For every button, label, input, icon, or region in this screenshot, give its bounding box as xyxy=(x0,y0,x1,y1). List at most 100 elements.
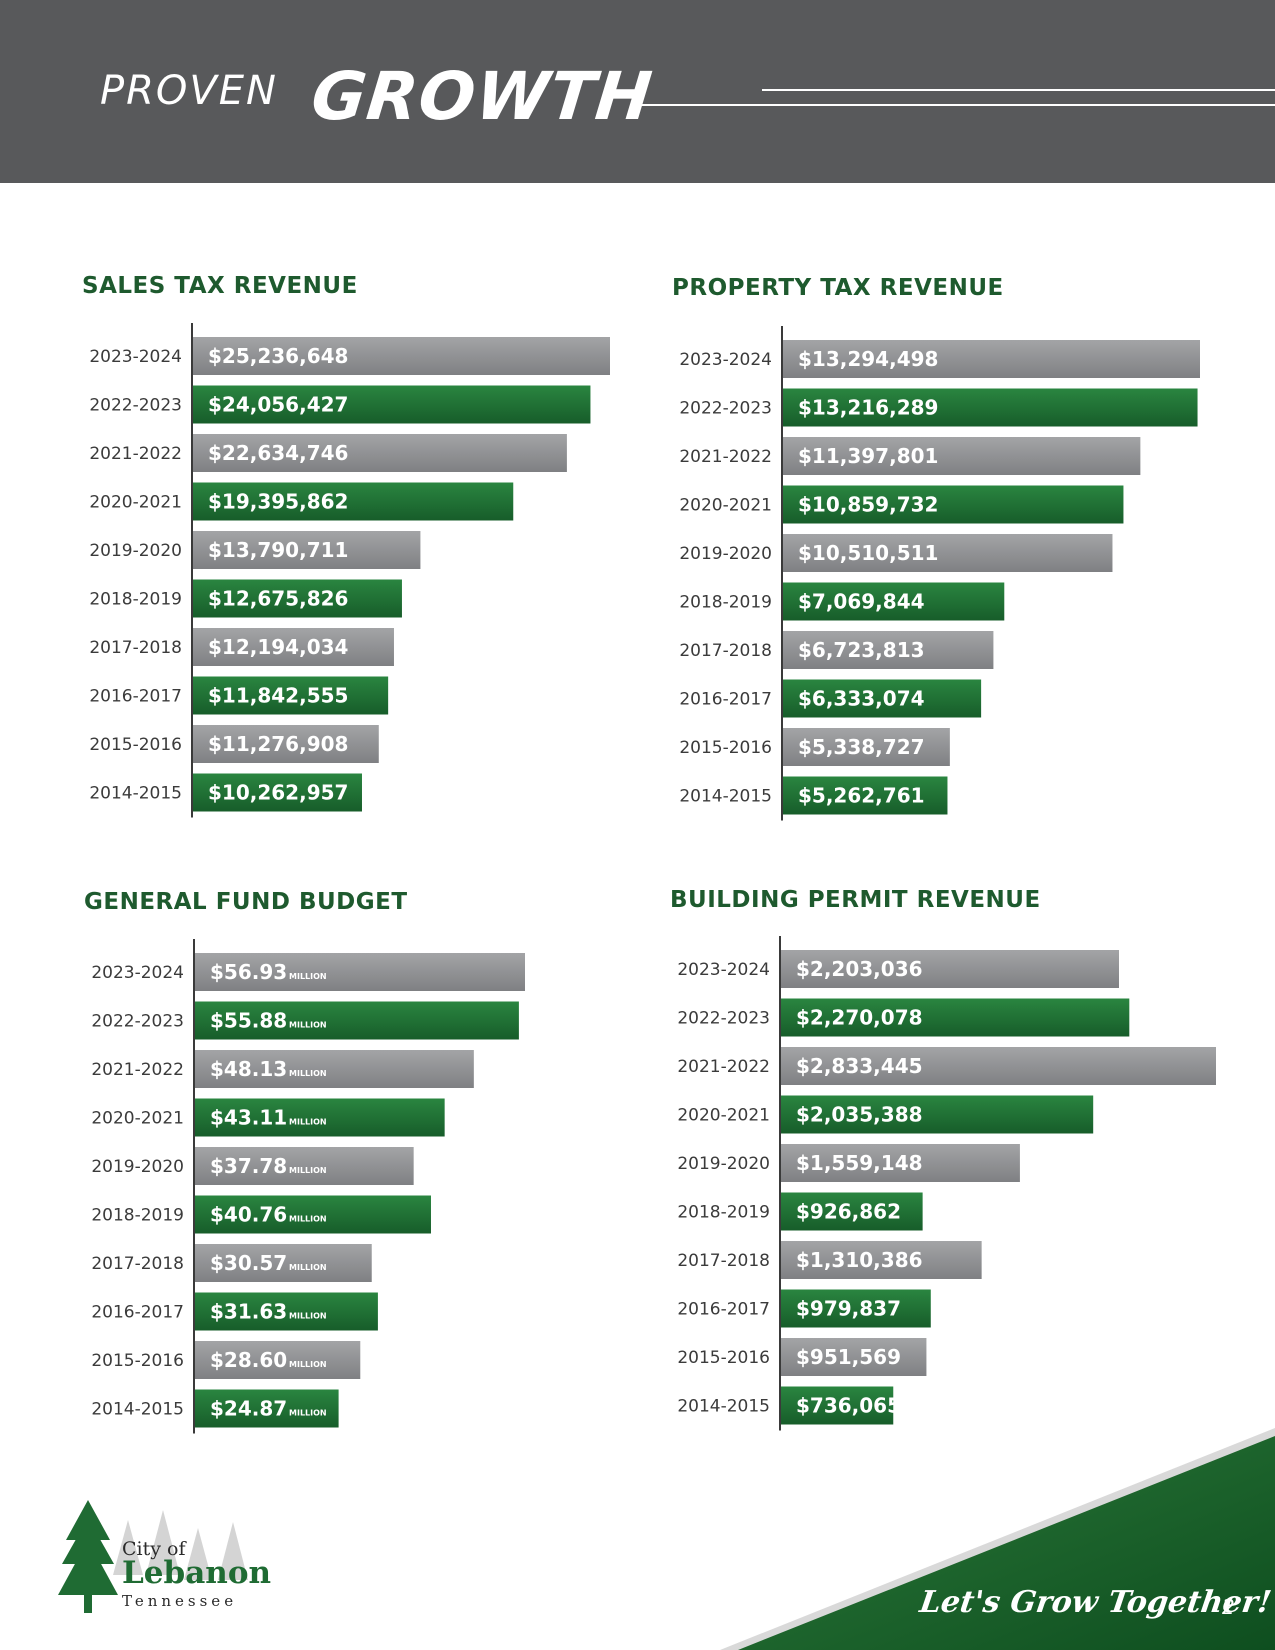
chart-title-property-tax: PROPERTY TAX REVENUE xyxy=(672,275,1004,301)
value-label: $1,559,148 xyxy=(796,1151,923,1175)
bar-general-fund-2020-2021 xyxy=(194,1098,445,1137)
bar-sales-tax-2018-2019 xyxy=(192,579,402,618)
chart-title-sales-tax: SALES TAX REVENUE xyxy=(82,273,358,299)
unit-label: MILLION xyxy=(289,1360,327,1369)
value-label: $6,333,074 xyxy=(798,687,925,711)
page-number: 2 xyxy=(1222,1595,1235,1619)
bar-property-tax-2022-2023 xyxy=(782,388,1198,427)
value-label: $56.93 xyxy=(210,960,287,984)
bar-building-permit-2019-2020 xyxy=(780,1144,1020,1182)
value-label: $24.87 xyxy=(210,1397,287,1421)
value-label: $25,236,648 xyxy=(208,344,348,368)
value-label: $5,338,727 xyxy=(798,735,925,759)
value-label: $2,203,036 xyxy=(796,957,923,981)
value-label: $37.78 xyxy=(210,1154,287,1178)
value-label: $13,294,498 xyxy=(798,347,938,371)
bar-general-fund-2022-2023 xyxy=(194,1001,519,1040)
category-label: 2021-2022 xyxy=(91,1060,184,1080)
category-label: 2023-2024 xyxy=(679,350,772,370)
category-label: 2020-2021 xyxy=(677,1106,770,1126)
category-label: 2016-2017 xyxy=(677,1300,770,1320)
category-label: 2017-2018 xyxy=(677,1251,770,1271)
category-label: 2015-2016 xyxy=(89,735,182,755)
value-label: $12,194,034 xyxy=(208,635,348,659)
bar-sales-tax-2017-2018 xyxy=(192,628,394,666)
header-banner: PROVEN GROWTH xyxy=(0,0,1275,183)
chart-sales-tax: 2023-2024 $25,236,648 2022-2023 $24,056,427… xyxy=(89,323,610,818)
category-label: 2020-2021 xyxy=(679,496,772,516)
bar-sales-tax-2014-2015 xyxy=(192,773,362,812)
category-label: 2019-2020 xyxy=(89,541,182,561)
category-label: 2016-2017 xyxy=(91,1303,184,1323)
bar-sales-tax-2023-2024 xyxy=(192,337,610,375)
bar-sales-tax-2016-2017 xyxy=(192,676,389,715)
chart-property-tax: 2023-2024 $13,294,498 2022-2023 $13,216,289… xyxy=(679,326,1200,821)
value-label: $40.76 xyxy=(210,1203,287,1227)
bar-property-tax-2021-2022 xyxy=(782,437,1141,475)
bar-general-fund-2015-2016 xyxy=(194,1341,361,1379)
category-label: 2020-2021 xyxy=(91,1109,184,1129)
chart-building-permit: 2023-2024 $2,203,036 2022-2023 $2,270,078 20… xyxy=(677,936,1216,1431)
category-label: 2017-2018 xyxy=(679,641,772,661)
page-title-light: PROVEN xyxy=(100,68,278,114)
bar-property-tax-2014-2015 xyxy=(782,776,948,815)
logo-city-of: City of xyxy=(122,1538,186,1560)
bar-building-permit-2020-2021 xyxy=(780,1095,1094,1134)
unit-label: MILLION xyxy=(289,1409,327,1418)
value-label: $2,833,445 xyxy=(796,1054,923,1078)
category-label: 2023-2024 xyxy=(91,963,184,983)
category-label: 2016-2017 xyxy=(89,687,182,707)
category-label: 2021-2022 xyxy=(89,444,182,464)
value-label: $22,634,746 xyxy=(208,441,348,465)
unit-label: MILLION xyxy=(289,1021,327,1030)
value-label: $11,276,908 xyxy=(208,732,348,756)
bar-building-permit-2017-2018 xyxy=(780,1241,982,1279)
bar-property-tax-2017-2018 xyxy=(782,631,994,669)
category-label: 2017-2018 xyxy=(89,638,182,658)
unit-label: MILLION xyxy=(289,1069,327,1078)
unit-label: MILLION xyxy=(289,1312,327,1321)
category-label: 2019-2020 xyxy=(679,544,772,564)
category-label: 2014-2015 xyxy=(679,787,772,807)
category-label: 2016-2017 xyxy=(679,690,772,710)
value-label: $979,837 xyxy=(796,1297,901,1321)
category-label: 2015-2016 xyxy=(91,1351,184,1371)
bar-general-fund-2019-2020 xyxy=(194,1147,414,1185)
header-rule-bottom xyxy=(638,104,1275,106)
value-label: $1,310,386 xyxy=(796,1248,923,1272)
category-label: 2022-2023 xyxy=(679,399,772,419)
bar-general-fund-2016-2017 xyxy=(194,1292,378,1331)
category-label: 2014-2015 xyxy=(91,1400,184,1420)
category-label: 2015-2016 xyxy=(679,738,772,758)
unit-label: MILLION xyxy=(289,972,327,981)
category-label: 2017-2018 xyxy=(91,1254,184,1274)
value-label: $28.60 xyxy=(210,1348,287,1372)
category-label: 2018-2019 xyxy=(89,590,182,610)
category-label: 2023-2024 xyxy=(677,960,770,980)
value-label: $12,675,826 xyxy=(208,587,348,611)
bar-building-permit-2016-2017 xyxy=(780,1289,931,1328)
bar-building-permit-2023-2024 xyxy=(780,950,1119,988)
value-label: $19,395,862 xyxy=(208,490,348,514)
value-label: $13,790,711 xyxy=(208,538,348,562)
bar-sales-tax-2019-2020 xyxy=(192,531,421,569)
category-label: 2021-2022 xyxy=(679,447,772,467)
value-label: $7,069,844 xyxy=(798,590,925,614)
value-label: $6,723,813 xyxy=(798,638,925,662)
footer-tagline: Let's Grow Together! xyxy=(917,1585,1274,1620)
trees-logo-icon xyxy=(58,1500,248,1613)
bar-property-tax-2018-2019 xyxy=(782,582,1005,621)
bar-general-fund-2021-2022 xyxy=(194,1050,474,1088)
bar-general-fund-2023-2024 xyxy=(194,953,525,991)
chart-title-building-permit: BUILDING PERMIT REVENUE xyxy=(670,887,1041,913)
bar-general-fund-2014-2015 xyxy=(194,1389,339,1428)
category-label: 2015-2016 xyxy=(677,1348,770,1368)
category-label: 2020-2021 xyxy=(89,493,182,513)
value-label: $30.57 xyxy=(210,1251,287,1275)
category-label: 2018-2019 xyxy=(677,1203,770,1223)
category-label: 2018-2019 xyxy=(679,593,772,613)
category-label: 2023-2024 xyxy=(89,347,182,367)
